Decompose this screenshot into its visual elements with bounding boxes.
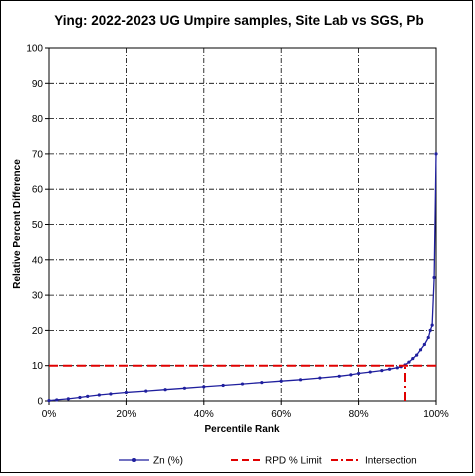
data-point — [97, 393, 101, 397]
data-point — [318, 376, 322, 380]
y-tick-label: 60 — [32, 185, 44, 196]
y-tick-label: 10 — [32, 361, 44, 372]
legend: Zn (%) RPD % Limit Intersection — [119, 456, 417, 467]
x-tick-label: 0% — [42, 409, 57, 420]
data-point — [430, 323, 434, 327]
axis-ticks: 0 10 20 30 40 50 60 70 80 90 100 0% 20% 40% 60% 80% 100% — [26, 44, 449, 421]
data-point — [418, 348, 423, 352]
data-point — [66, 397, 70, 401]
y-axis-title: Relative Percent Difference — [12, 159, 23, 289]
data-point — [124, 390, 128, 395]
data-point — [298, 378, 303, 382]
data-point — [415, 353, 419, 357]
y-tick-label: 80 — [32, 114, 44, 125]
data-point — [411, 357, 415, 361]
series — [47, 152, 438, 403]
data-point — [368, 370, 372, 374]
data-point — [109, 392, 113, 396]
x-tick-label: 20% — [116, 409, 136, 420]
y-tick-label: 90 — [32, 79, 44, 90]
data-point — [202, 385, 206, 389]
legend-marker — [132, 458, 136, 462]
data-point — [221, 383, 225, 388]
grid — [49, 48, 436, 401]
data-point — [163, 388, 167, 392]
data-point — [260, 381, 264, 385]
data-point — [387, 367, 392, 371]
data-point — [357, 371, 361, 376]
data-point — [78, 395, 82, 400]
y-tick-label: 30 — [32, 291, 44, 302]
y-tick-label: 50 — [32, 220, 44, 231]
data-point — [144, 389, 148, 393]
x-tick-label: 60% — [271, 409, 291, 420]
y-tick-label: 100 — [26, 44, 43, 55]
data-point — [432, 275, 436, 280]
legend-item: Intersection — [331, 456, 417, 467]
data-point — [422, 342, 426, 347]
legend-item: RPD % Limit — [231, 456, 322, 467]
data-point — [349, 373, 353, 377]
data-point — [380, 369, 384, 373]
x-tick-label: 100% — [423, 409, 449, 420]
data-point — [47, 399, 51, 403]
series-line-zn — [48, 153, 437, 402]
data-point — [240, 382, 245, 386]
x-tick-label: 40% — [194, 409, 214, 420]
y-tick-label: 0 — [37, 397, 43, 408]
data-point — [182, 386, 187, 390]
data-point — [434, 152, 438, 156]
y-tick-label: 20 — [32, 326, 44, 337]
y-tick-label: 40 — [32, 255, 44, 266]
data-point — [395, 366, 399, 370]
data-point — [55, 398, 59, 402]
data-point — [407, 360, 411, 364]
chart-title: Ying: 2022-2023 UG Umpire samples, Site … — [54, 13, 423, 28]
legend-label: Intersection — [365, 456, 417, 467]
data-point — [428, 328, 432, 332]
x-axis-title: Percentile Rank — [204, 424, 279, 435]
data-point — [86, 394, 90, 399]
legend-label: Zn (%) — [153, 456, 183, 467]
data-point — [337, 374, 341, 378]
data-point — [279, 379, 283, 383]
legend-item: Zn (%) — [119, 456, 183, 467]
y-tick-label: 70 — [32, 149, 44, 160]
legend-label: RPD % Limit — [265, 456, 322, 467]
x-tick-label: 80% — [349, 409, 369, 420]
data-point — [426, 335, 430, 340]
